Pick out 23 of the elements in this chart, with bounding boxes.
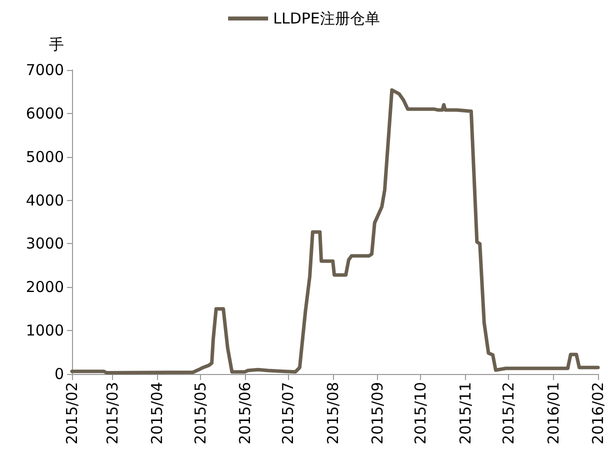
x-tick-label: 2015/12 (500, 382, 518, 444)
legend-label: LLDPE注册仓单 (273, 10, 380, 28)
x-tick-label: 2015/03 (103, 382, 122, 444)
y-tick-label: 1000 (26, 322, 64, 340)
y-tick-label: 2000 (26, 278, 64, 296)
x-tick-label: 2016/01 (544, 382, 562, 444)
y-axis-title: 手 (49, 36, 64, 54)
y-tick-label: 0 (54, 365, 64, 383)
x-tick-label: 2015/09 (368, 382, 387, 444)
y-tick-label: 6000 (26, 104, 64, 122)
x-tick-label: 2016/02 (589, 382, 607, 444)
x-tick-label: 2015/10 (412, 382, 430, 444)
x-tick-label: 2015/07 (279, 382, 298, 444)
y-tick-label: 5000 (26, 148, 64, 166)
y-tick-label: 7000 (26, 61, 64, 79)
x-tick-label: 2015/06 (236, 382, 254, 444)
x-tick-label: 2015/08 (324, 382, 342, 444)
x-tick-label: 2015/02 (63, 382, 81, 444)
y-tick-label: 3000 (26, 234, 64, 253)
x-tick-label: 2015/05 (191, 382, 210, 444)
y-tick-label: 4000 (26, 191, 64, 210)
x-tick-label: 2015/04 (148, 382, 166, 444)
x-tick-label: 2015/11 (456, 382, 474, 444)
